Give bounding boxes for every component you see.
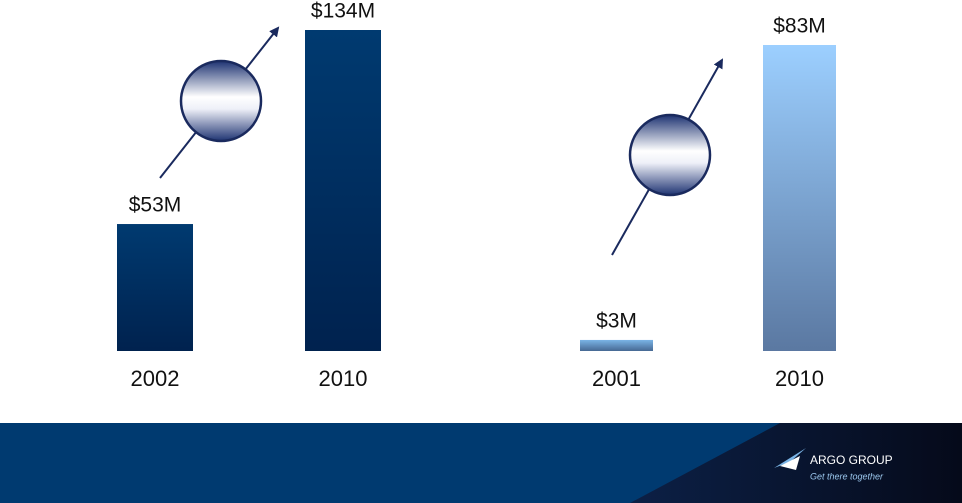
x-tick-label: 2001 bbox=[592, 366, 641, 391]
value-label: $83M bbox=[773, 15, 826, 38]
footer: ARGO GROUP Get there together bbox=[0, 423, 962, 503]
value-label: $3M bbox=[596, 309, 637, 332]
bar-shade bbox=[305, 30, 381, 351]
logo-mark bbox=[774, 448, 806, 468]
growth-orb bbox=[628, 113, 712, 197]
bar-shade bbox=[580, 339, 653, 351]
x-tick-label: 2010 bbox=[775, 366, 824, 391]
value-label: $53M bbox=[129, 194, 182, 217]
growth-orb bbox=[179, 59, 263, 143]
bar-shade bbox=[763, 45, 836, 351]
x-tick-label: 2002 bbox=[131, 366, 180, 391]
logo-text: ARGO GROUP bbox=[810, 453, 893, 467]
logo-mark bbox=[780, 456, 800, 470]
x-tick-label: 2010 bbox=[319, 366, 368, 391]
bar-shade bbox=[117, 224, 193, 351]
tagline: Get there together bbox=[810, 471, 884, 481]
value-label: $134M bbox=[311, 0, 375, 23]
